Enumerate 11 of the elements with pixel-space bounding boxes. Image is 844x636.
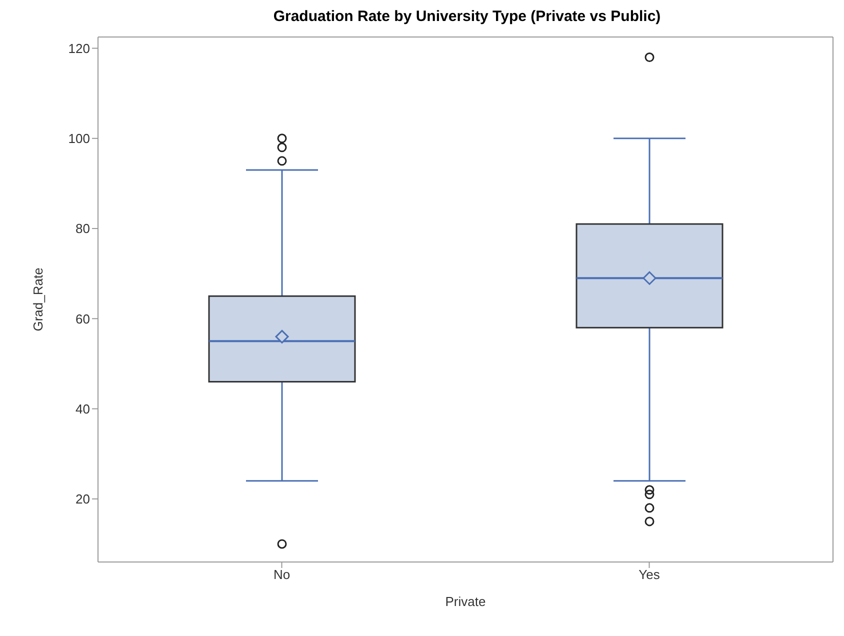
y-tick-label: 80 — [76, 221, 90, 236]
x-axis-title: Private — [445, 594, 486, 609]
y-tick-label: 60 — [76, 311, 90, 326]
chart-title: Graduation Rate by University Type (Private vs Public) — [272, 8, 662, 27]
y-tick-label: 120 — [68, 40, 90, 56]
y-tick-label: 100 — [68, 131, 90, 146]
y-tick-label: 40 — [76, 401, 90, 416]
x-tick-label: Yes — [638, 567, 660, 582]
x-tick-label: No — [273, 567, 290, 582]
y-tick-label: 20 — [76, 492, 90, 507]
y-axis-title: Grad_Rate — [30, 268, 46, 332]
